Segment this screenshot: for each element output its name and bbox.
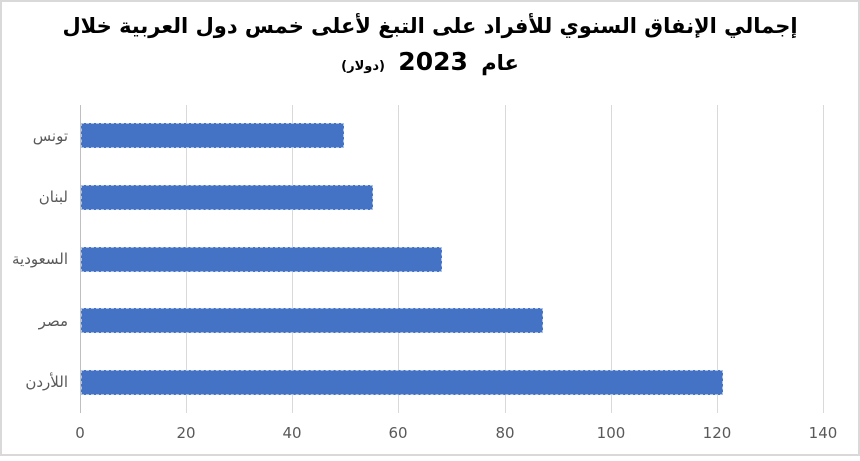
chart-title-line-1: إجمالي الإنفاق السنوي للأفراد على التبغ …	[62, 14, 798, 38]
gridline	[505, 105, 506, 413]
plot-area	[80, 105, 824, 413]
category-label: اللأردن	[25, 373, 68, 391]
gridline	[611, 105, 612, 413]
x-tick-label: 120	[702, 424, 732, 442]
x-tick-label: 140	[808, 424, 838, 442]
bar-1	[81, 123, 344, 148]
category-label: تونس	[32, 127, 68, 145]
title-unit-label: (دولار)	[341, 59, 385, 74]
chart-title: إجمالي الإنفاق السنوي للأفراد على التبغ …	[0, 8, 860, 85]
bar-5	[81, 370, 723, 395]
category-label: السعودية	[11, 250, 68, 268]
category-labels: تونس لبنان السعودية مصر اللأردن	[0, 0, 74, 461]
bar-4	[81, 308, 543, 333]
title-year-word: عام	[481, 51, 519, 75]
title-year-number: 2023	[398, 47, 468, 76]
x-tick-label: 20	[176, 424, 196, 442]
bar-2	[81, 185, 373, 210]
x-tick-label: 60	[388, 424, 408, 442]
category-label: مصر	[38, 312, 68, 330]
x-tick-label: 80	[495, 424, 515, 442]
x-tick-label: 0	[75, 424, 85, 442]
category-axis-line	[80, 105, 81, 413]
category-label: لبنان	[38, 188, 68, 206]
gridline	[717, 105, 718, 413]
x-axis-labels: 0 20 40 60 80 100 120 140	[75, 424, 837, 444]
chart-title-line-2: عام 2023 (دولار)	[0, 44, 860, 85]
gridline	[823, 105, 824, 413]
x-tick-label: 40	[282, 424, 302, 442]
bar-3	[81, 247, 442, 272]
x-tick-label: 100	[596, 424, 626, 442]
